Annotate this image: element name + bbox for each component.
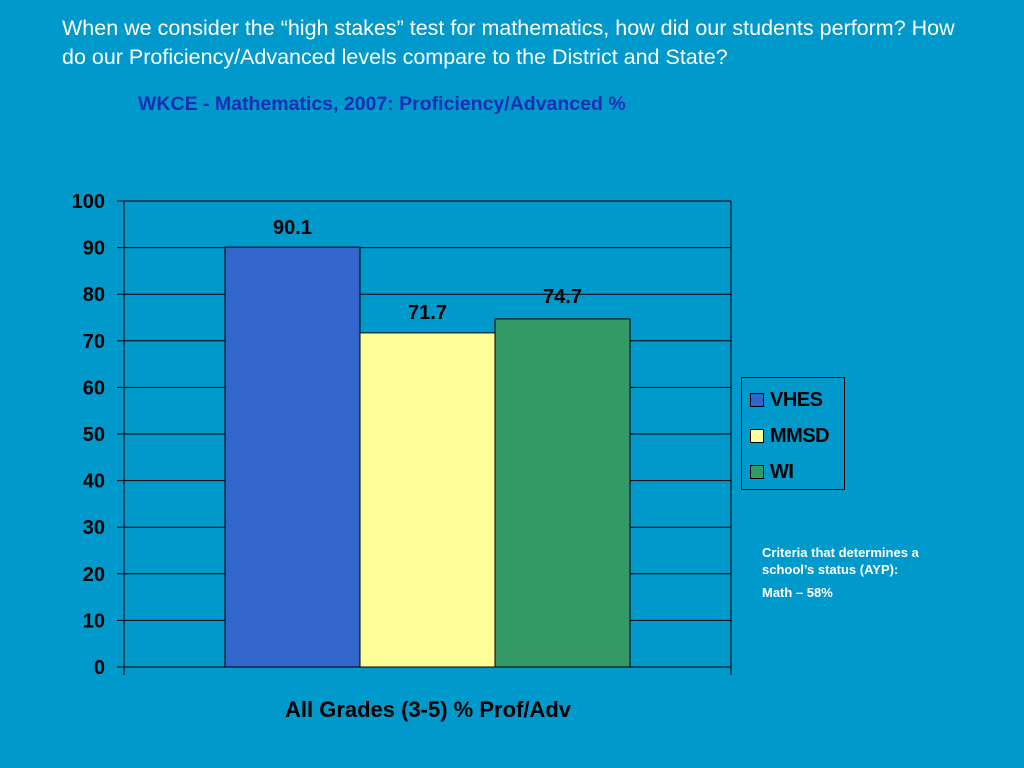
data-label-wi: 74.7 — [543, 286, 582, 308]
y-tick-label: 60 — [83, 377, 105, 399]
y-tick-label: 30 — [83, 517, 105, 539]
chart-title: WKCE - Mathematics, 2007: Proficiency/Ad… — [138, 93, 626, 115]
criteria-note: Criteria that determines a school’s stat… — [762, 544, 972, 607]
y-tick-label: 90 — [83, 238, 105, 260]
data-label-mmsd: 71.7 — [408, 302, 447, 324]
legend-item-wi: WI — [750, 458, 794, 486]
legend-label-wi: WI — [770, 460, 794, 483]
bar-wi — [494, 318, 631, 668]
y-tick-label: 100 — [72, 191, 105, 213]
legend-swatch-wi — [750, 465, 764, 479]
y-tick-label: 40 — [83, 471, 105, 493]
y-tick-label: 70 — [83, 331, 105, 353]
legend-label-mmsd: MMSD — [770, 424, 830, 447]
legend-label-vhes: VHES — [770, 388, 823, 411]
criteria-heading: Criteria that determines a school’s stat… — [762, 545, 919, 577]
bar-vhes — [224, 246, 361, 668]
data-labels: 90.1 71.7 74.7 — [273, 217, 582, 324]
y-tick-label: 10 — [83, 610, 105, 632]
chart-legend: VHES MMSD WI — [741, 377, 845, 490]
legend-swatch-mmsd — [750, 429, 764, 443]
bars — [224, 246, 631, 668]
data-label-vhes: 90.1 — [273, 217, 312, 239]
criteria-value: Math – 58% — [762, 585, 833, 600]
slide-question: When we consider the “high stakes” test … — [62, 16, 955, 69]
y-tick-label: 0 — [94, 657, 105, 679]
x-category-label: All Grades (3-5) % Prof/Adv — [285, 697, 572, 722]
legend-item-mmsd: MMSD — [750, 422, 830, 450]
y-tick-label: 20 — [83, 564, 105, 586]
bar-mmsd — [359, 332, 496, 668]
y-tick-label: 50 — [83, 424, 105, 446]
y-tick-label: 80 — [83, 284, 105, 306]
legend-swatch-vhes — [750, 393, 764, 407]
legend-item-vhes: VHES — [750, 386, 823, 414]
